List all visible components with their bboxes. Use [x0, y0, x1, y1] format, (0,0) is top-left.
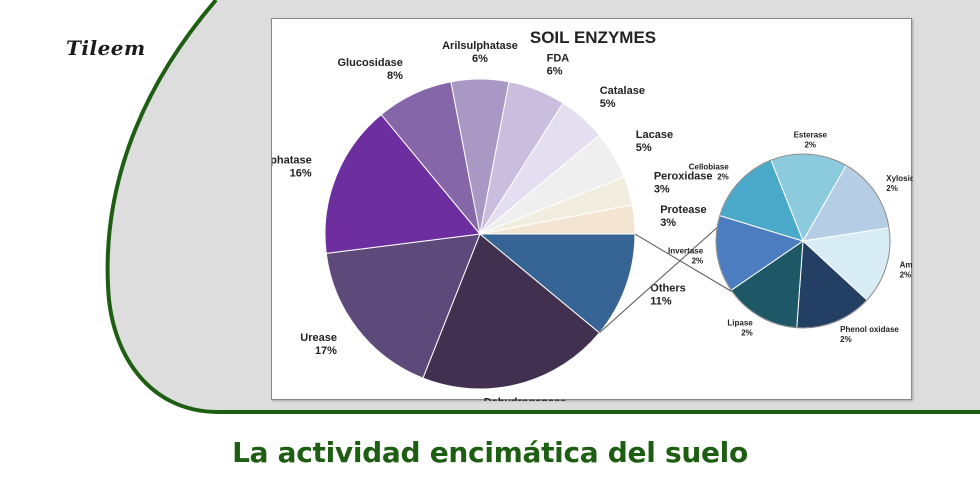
- sub-pie-outline: [715, 153, 891, 329]
- soil-enzymes-chart: Dehydrogenase20%Urease17%Phosphatase16%G…: [272, 28, 913, 401]
- label-peroxidase: Peroxidase: [654, 171, 713, 183]
- pct-urease: 17%: [315, 345, 337, 357]
- label-fda: FDA: [547, 53, 570, 65]
- pct-arilsulphatase: 6%: [472, 53, 488, 65]
- label-catalase: Catalase: [600, 85, 645, 97]
- label-dehydrogenase: Dehydrogenase: [484, 396, 567, 401]
- sub-label-cellobiase: Cellobiase: [689, 163, 730, 172]
- pct-phosphatase: 16%: [290, 167, 312, 179]
- pct-fda: 6%: [547, 66, 563, 78]
- label-others: Others: [650, 282, 685, 294]
- pct-others: 11%: [650, 295, 672, 307]
- tileem-logo: Tileem: [66, 36, 146, 60]
- pct-lacase: 5%: [636, 142, 652, 154]
- slide-caption: La actividad encimática del suelo: [232, 436, 748, 469]
- pie-slice-phosphatase: [324, 113, 481, 254]
- sub-pct-cellobiase: 2%: [717, 173, 729, 182]
- sub-pct-xylosidase: 2%: [886, 184, 898, 193]
- sub-pct-phenol-oxidase: 2%: [840, 335, 852, 344]
- chart-title: SOIL ENZYMES: [530, 28, 656, 47]
- sub-label-phenol-oxidase: Phenol oxidase: [840, 325, 899, 334]
- sub-pct-lipase: 2%: [741, 329, 753, 338]
- pie-slice-others: [478, 233, 636, 334]
- label-lacase: Lacase: [636, 129, 673, 141]
- pct-glucosidase: 8%: [387, 70, 403, 82]
- label-glucosidase: Glucosidase: [338, 57, 403, 69]
- pct-protease: 3%: [660, 217, 676, 229]
- sub-pct-esterase: 2%: [804, 140, 816, 149]
- label-urease: Urease: [300, 332, 337, 344]
- pie-slice-urease: [325, 233, 481, 379]
- label-phosphatase: Phosphatase: [272, 154, 312, 166]
- sub-label-xylosidase: Xylosidase: [886, 174, 913, 183]
- pie-slice-dehydrogenase: [422, 233, 601, 390]
- green-curve-border: [105, 0, 980, 414]
- label-arilsulphatase: Arilsulphatase: [442, 40, 518, 52]
- chart-frame: Dehydrogenase20%Urease17%Phosphatase16%G…: [271, 18, 913, 401]
- label-protease: Protease: [660, 204, 706, 216]
- sub-pct-aminopeptidase: 2%: [900, 270, 912, 279]
- pct-peroxidase: 3%: [654, 184, 670, 196]
- sub-label-lipase: Lipase: [727, 319, 753, 328]
- sub-label-aminopeptidase: Aminopeptidase: [900, 260, 913, 269]
- sub-label-esterase: Esterase: [794, 130, 828, 139]
- sub-pct-invertase: 2%: [692, 256, 704, 265]
- pct-catalase: 5%: [600, 98, 616, 110]
- sub-label-invertase: Invertase: [668, 246, 704, 255]
